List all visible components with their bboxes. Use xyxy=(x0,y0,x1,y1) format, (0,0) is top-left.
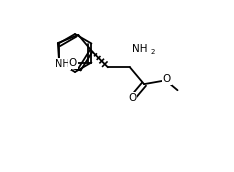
Text: 2: 2 xyxy=(151,49,155,55)
Text: NH: NH xyxy=(55,59,70,69)
Text: O: O xyxy=(128,93,136,104)
Text: O: O xyxy=(163,74,171,84)
Text: NH: NH xyxy=(132,44,148,54)
Text: O: O xyxy=(69,57,77,67)
